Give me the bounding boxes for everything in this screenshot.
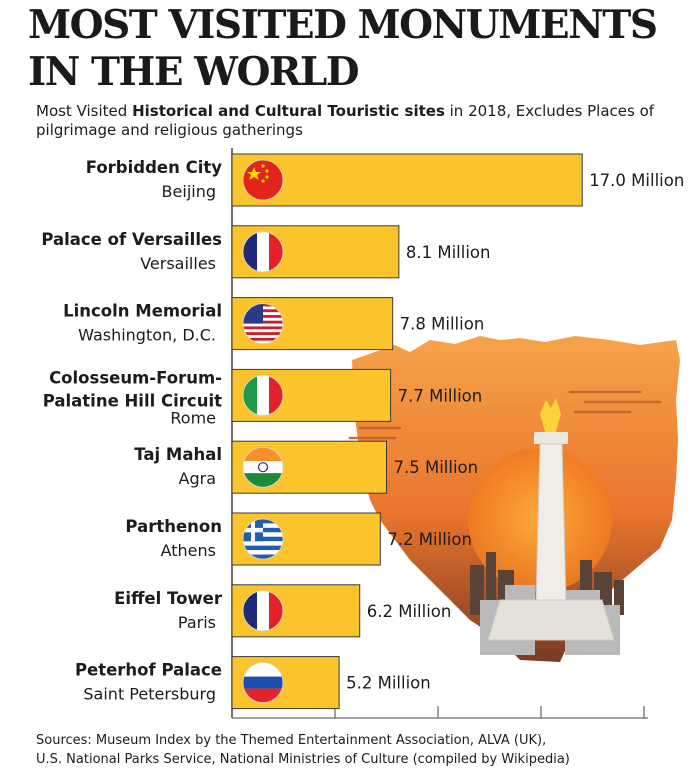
category-city: Versailles xyxy=(140,254,216,273)
category-name: Palatine Hill Circuit xyxy=(43,391,222,410)
title-line-2: IN THE WORLD xyxy=(28,49,360,95)
subtitle-bold: Historical and Cultural Touristic sites xyxy=(132,102,445,120)
category-city: Athens xyxy=(161,541,216,560)
title-line-1: MOST VISITED MONUMENTS xyxy=(28,2,658,48)
category-name: Peterhof Palace xyxy=(75,661,222,680)
category-name: Taj Mahal xyxy=(134,445,222,464)
monument-illustration xyxy=(348,336,680,662)
value-label: 6.2 Million xyxy=(367,602,452,621)
category-name: Parthenon xyxy=(125,517,222,536)
value-label: 7.8 Million xyxy=(400,315,485,334)
value-label: 7.2 Million xyxy=(387,530,472,549)
bar-chart: Forbidden City Beijing Palace of Versaille… xyxy=(41,148,684,719)
india-flag-icon xyxy=(242,446,284,488)
cloud-lines xyxy=(348,390,662,440)
category-city: Washington, D.C. xyxy=(78,326,216,345)
category-city: Rome xyxy=(170,408,216,427)
page-title: MOST VISITED MONUMENTS IN THE WORLD xyxy=(28,2,688,96)
value-labels: 17.0 Million 8.1 Million 7.8 Million 7.7 Mi… xyxy=(346,171,684,693)
france-flag-icon xyxy=(242,231,284,273)
sources-line-1: Sources: Museum Index by the Themed Ente… xyxy=(36,733,547,748)
value-label: 17.0 Million xyxy=(589,171,684,190)
value-label: 7.7 Million xyxy=(398,386,483,405)
bar xyxy=(231,153,583,207)
value-label: 5.2 Million xyxy=(346,674,431,693)
category-name: Eiffel Tower xyxy=(114,589,223,608)
category-name: Forbidden City xyxy=(86,158,222,177)
value-label: 8.1 Million xyxy=(406,243,491,262)
category-name: Colosseum-Forum- xyxy=(49,368,222,387)
sources-line-2: U.S. National Parks Service, National Mi… xyxy=(36,752,570,767)
category-city: Agra xyxy=(179,469,216,488)
value-label: 7.5 Million xyxy=(394,458,479,477)
subtitle-suffix: in 2018, Excludes Places of pilgrimage a… xyxy=(36,102,655,139)
category-city: Saint Petersburg xyxy=(83,685,216,704)
category-city: Paris xyxy=(178,613,216,632)
category-name: Palace of Versailles xyxy=(41,230,222,249)
greece-flag-icon xyxy=(242,518,284,560)
category-name: Lincoln Memorial xyxy=(63,302,222,321)
russia-flag-icon xyxy=(242,662,284,703)
subtitle: Most Visited Historical and Cultural Tou… xyxy=(36,102,686,140)
sources-note: Sources: Museum Index by the Themed Ente… xyxy=(36,731,686,769)
category-city: Beijing xyxy=(162,182,216,201)
category-labels: Forbidden City Beijing Palace of Versaille… xyxy=(41,158,223,704)
usa-flag-icon xyxy=(242,303,284,345)
subtitle-prefix: Most Visited xyxy=(36,102,133,120)
monument-tower xyxy=(487,398,615,641)
china-flag-icon xyxy=(242,159,284,201)
italy-flag-icon xyxy=(242,374,284,416)
france-flag-icon xyxy=(242,590,284,632)
flags-group xyxy=(242,159,284,703)
